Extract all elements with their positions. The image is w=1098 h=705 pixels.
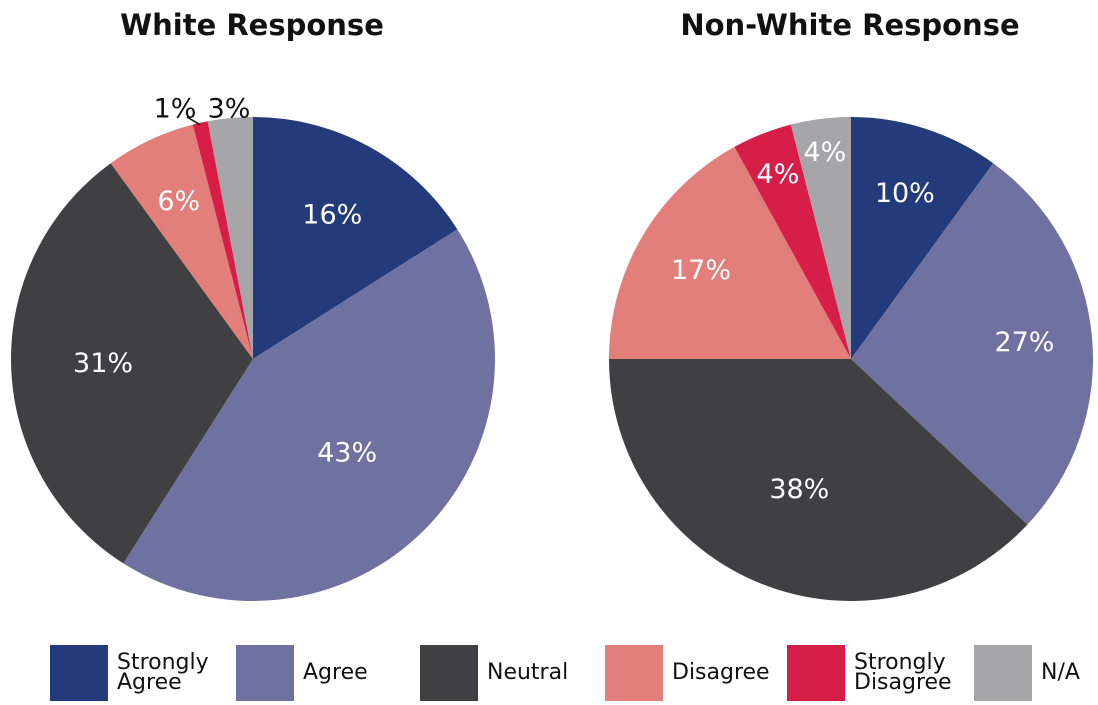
legend-item-neutral: Neutral [420,645,568,701]
legend-swatch-strongly-disagree [787,645,845,701]
legend-label-strongly-agree: Strongly Agree [117,650,209,695]
pie-slice-disagree [609,146,851,359]
pie-slice-agree [123,229,496,602]
pie-slice-strongly-disagree [192,121,253,359]
legend-label-agree: Agree [303,660,368,685]
legend-swatch-strongly-agree [50,645,108,701]
legend-item-strongly-agree: Strongly Agree [50,645,209,701]
pie-slice-neutral [609,359,1028,601]
legend-label-line: Strongly [117,650,209,675]
data-label-strongly-disagree: 4% [757,159,800,190]
legend-swatch-n-a [974,645,1032,701]
legend-label-line: Neutral [487,660,569,685]
data-label-neutral: 31% [73,348,133,379]
legend-label-line: Strongly [854,650,946,675]
data-label-disagree: 17% [671,255,731,286]
legend-item-strongly-disagree: Strongly Disagree [787,645,952,701]
chart-title-non-white-response: Non-White Response [680,8,1020,42]
pie-charts: 16% 43% 31% 6% 1% 3% 10% 27% 38% 17% 4%4% [11,94,1093,602]
pie-slice-strongly-agree [253,117,458,359]
data-label-disagree: 6% [157,186,200,217]
pie-slice-n-a [207,117,253,359]
pie-slice-strongly-disagree [734,124,851,359]
data-label-neutral: 38% [769,474,829,505]
legend-label-neutral: Neutral [487,660,569,685]
data-label-strongly-agree: 16% [302,199,362,230]
pie-non-white-response: 10% 27% 38% 17% 4%4% [609,117,1093,601]
pie-slice-n-a [790,117,851,359]
data-label-n-a: 3% [208,94,251,125]
legend-swatch-agree [236,645,294,701]
legend-label-line: N/A [1041,660,1080,685]
legend-item-agree: Agree [236,645,368,701]
legend-label-strongly-disagree: Strongly Disagree [854,650,952,695]
legend-label-line: Agree [117,670,182,695]
legend-label-n-a: N/A [1041,660,1080,685]
legend-label-line: Disagree [672,660,770,685]
pie-slice-neutral [11,163,254,564]
data-label-n-a: 4% [803,137,846,168]
pie-slice-strongly-agree [851,117,994,359]
legend-item-disagree: Disagree [605,645,770,701]
data-label-strongly-disagree: 1% [154,94,197,125]
leader-line-strongly-disagree [186,116,201,126]
pie-slice-disagree [110,124,253,359]
legend-swatch-disagree [605,645,663,701]
legend-item-n-a: N/A [974,645,1080,701]
legend-swatch-neutral [420,645,478,701]
data-label-agree: 27% [994,327,1054,358]
legend-label-disagree: Disagree [672,660,770,685]
legend-label-line: Agree [303,660,368,685]
data-label-strongly-agree: 10% [875,178,935,209]
legend-label-line: Disagree [854,670,952,695]
chart-title-white-response: White Response [120,8,384,42]
pie-white-response: 16% 43% 31% 6% 1% 3% [11,94,496,602]
data-label-agree: 43% [317,438,377,469]
pie-slice-agree [851,163,1093,525]
